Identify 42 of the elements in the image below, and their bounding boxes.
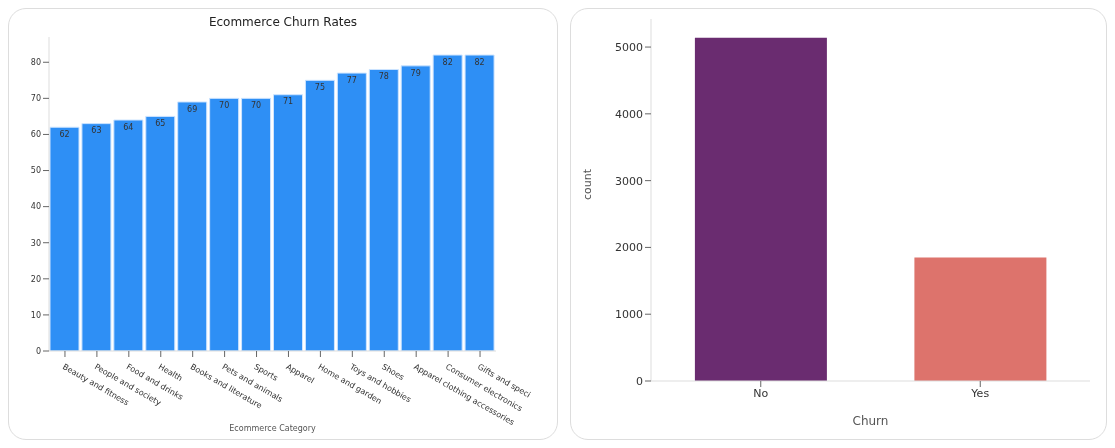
data-label: 64 [123, 122, 134, 132]
y-tick-label: 40 [30, 202, 41, 212]
bar [209, 97, 240, 351]
y-tick-label: 70 [30, 94, 41, 104]
bar [368, 68, 399, 351]
y-tick-label: 1000 [615, 308, 643, 322]
chart-title: Ecommerce Churn Rates [207, 15, 359, 29]
y-tick-label: 4000 [615, 107, 643, 121]
data-label: 79 [410, 68, 421, 78]
y-tick-label: 80 [30, 58, 41, 68]
bar [241, 97, 272, 351]
y-tick-label: 10 [30, 310, 41, 320]
data-label: 75 [314, 82, 326, 92]
y-tick-label: 3000 [615, 174, 643, 188]
data-label: 62 [59, 129, 70, 139]
x-axis-title: Ecommerce Category [229, 424, 316, 433]
bar [273, 94, 303, 351]
y-tick-label: 2000 [615, 241, 643, 255]
data-label: 70 [250, 101, 262, 111]
y-tick-label: 0 [636, 374, 643, 388]
data-label: 65 [155, 119, 166, 129]
bar [177, 101, 208, 351]
y-tick-label: 0 [35, 346, 41, 356]
data-label: 70 [219, 101, 230, 111]
data-label: 78 [378, 72, 389, 82]
x-tick-label: No [753, 386, 769, 400]
y-tick-label: 20 [30, 274, 41, 284]
data-label: 63 [91, 126, 102, 136]
data-label: 82 [474, 57, 485, 67]
bar [336, 72, 367, 351]
bar [304, 79, 335, 351]
data-label: 77 [346, 75, 357, 85]
y-axis-title: count [580, 168, 594, 200]
data-label: 82 [442, 57, 453, 67]
y-tick-label: 5000 [615, 40, 643, 54]
y-tick-label: 30 [30, 238, 41, 248]
data-label: 69 [187, 104, 198, 114]
x-tick-label: Yes [970, 386, 990, 400]
data-label: 71 [282, 97, 294, 107]
y-tick-label: 50 [30, 166, 41, 176]
x-axis-title: Churn [852, 414, 889, 428]
y-tick-label: 60 [30, 130, 41, 140]
